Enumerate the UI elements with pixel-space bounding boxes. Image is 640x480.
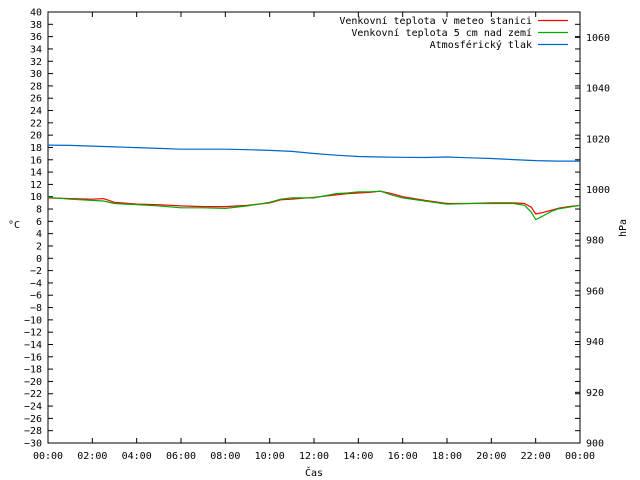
y-tick-label-left: 28 <box>30 81 42 92</box>
x-tick-label: 04:00 <box>122 451 152 462</box>
y-tick-label-left: 16 <box>30 155 42 166</box>
y-tick-label-left: 26 <box>30 94 42 105</box>
y-tick-label-left: 12 <box>30 180 42 191</box>
series-line-2 <box>47 190 581 221</box>
x-tick-label: 02:00 <box>77 451 107 462</box>
x-tick-label: 00:00 <box>565 451 595 462</box>
y-tick-label-left: −26 <box>24 414 42 425</box>
y-tick-label-right: 1020 <box>586 134 610 145</box>
legend-label-2: Venkovní teplota 5 cm nad zemí <box>351 27 532 39</box>
y-tick-label-left: 36 <box>30 32 42 43</box>
x-tick-label: 18:00 <box>432 451 462 462</box>
y-tick-label-left: 24 <box>30 106 42 117</box>
x-tick-label: 16:00 <box>388 451 418 462</box>
y-tick-label-left: −2 <box>30 266 42 277</box>
y-tick-label-left: −18 <box>24 365 42 376</box>
y-tick-label-left: −10 <box>24 315 42 326</box>
x-tick-label: 12:00 <box>299 451 329 462</box>
y-tick-label-left: −14 <box>24 340 42 351</box>
y-tick-label-left: 38 <box>30 20 42 31</box>
y-tick-label-left: −28 <box>24 426 42 437</box>
y-tick-label-left: −12 <box>24 328 42 339</box>
y-tick-label-left: 18 <box>30 143 42 154</box>
y-axis-label-left: °C <box>8 220 20 231</box>
y-tick-label-left: −16 <box>24 352 42 363</box>
y-tick-label-left: 14 <box>30 168 42 179</box>
y-tick-label-left: 4 <box>36 229 42 240</box>
series-line-1 <box>47 190 581 215</box>
y-tick-label-left: −8 <box>30 303 42 314</box>
x-tick-label: 14:00 <box>343 451 373 462</box>
y-tick-label-left: −20 <box>24 377 42 388</box>
y-tick-label-right: 920 <box>586 388 604 399</box>
x-tick-label: 20:00 <box>476 451 506 462</box>
y-tick-label-left: −4 <box>30 278 42 289</box>
y-tick-label-left: 2 <box>36 241 42 252</box>
y-tick-label-right: 960 <box>586 286 604 297</box>
x-tick-label: 08:00 <box>210 451 240 462</box>
y-tick-label-right: 1060 <box>586 33 610 44</box>
y-tick-label-left: −24 <box>24 402 42 413</box>
plot-frame <box>47 11 581 444</box>
x-tick-label: 10:00 <box>255 451 285 462</box>
y-tick-label-left: 10 <box>30 192 42 203</box>
y-tick-label-right: 940 <box>586 337 604 348</box>
y-tick-label-left: 0 <box>36 254 42 265</box>
series-line-3 <box>47 144 580 162</box>
y-tick-label-left: 8 <box>36 205 42 216</box>
x-axis-label: Čas <box>305 466 323 479</box>
y-tick-label-right: 1040 <box>586 84 610 95</box>
x-tick-label: 22:00 <box>521 451 551 462</box>
y-tick-label-left: −22 <box>24 389 42 400</box>
x-tick-label: 00:00 <box>33 451 63 462</box>
y-axis-label-right: hPa <box>618 219 629 237</box>
y-tick-label-left: 34 <box>30 44 42 55</box>
y-tick-label-left: −30 <box>24 439 42 450</box>
y-tick-label-left: 22 <box>30 118 42 129</box>
legend-label-3: Atmosférický tlak <box>430 39 532 51</box>
y-tick-label-left: 6 <box>36 217 42 228</box>
y-tick-label-right: 1000 <box>586 185 610 196</box>
x-tick-label: 06:00 <box>166 451 196 462</box>
y-tick-label-left: 20 <box>30 131 42 142</box>
y-tick-label-right: 980 <box>586 236 604 247</box>
legend-label-1: Venkovní teplota v meteo stanici <box>339 15 532 27</box>
y-tick-label-left: 32 <box>30 57 42 68</box>
y-tick-label-right: 900 <box>586 439 604 450</box>
y-tick-label-left: −6 <box>30 291 42 302</box>
y-tick-label-left: 30 <box>30 69 42 80</box>
y-tick-label-left: 40 <box>30 8 42 19</box>
